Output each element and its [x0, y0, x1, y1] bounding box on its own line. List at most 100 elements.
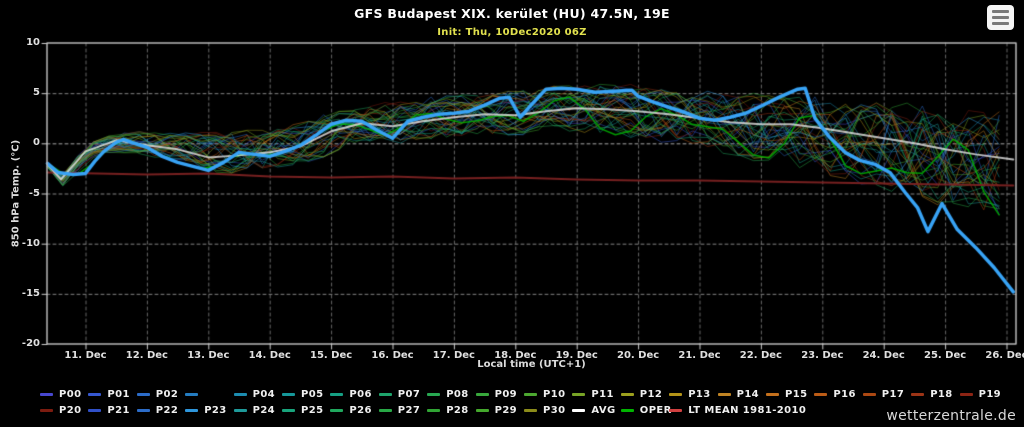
legend-label: P06 [349, 389, 372, 400]
legend-label: P07 [397, 389, 421, 400]
legend-item-p25[interactable]: P25 [282, 405, 323, 416]
legend-item-p29[interactable]: P29 [475, 405, 518, 416]
legend-item-avg[interactable]: AVG [572, 405, 615, 416]
legend-swatch [717, 393, 731, 396]
x-tick-label: 24. Dec [862, 350, 905, 361]
legend-item-p20[interactable]: P20 [40, 405, 81, 416]
legend-label: P25 [301, 405, 324, 416]
legend-swatch [282, 393, 295, 396]
legend-swatch [40, 393, 53, 396]
legend-item-p01[interactable]: P01 [88, 389, 129, 400]
legend-item-p08[interactable]: P08 [427, 389, 468, 400]
legend-item-p12[interactable]: P12 [620, 389, 662, 400]
legend-item-p06[interactable]: P06 [330, 389, 371, 400]
menu-button[interactable] [987, 5, 1014, 30]
ensemble-plot-canvas [39, 35, 1024, 352]
legend-swatch [524, 393, 537, 396]
legend-label: P29 [494, 405, 518, 416]
y-tick-label: -15 [21, 287, 40, 299]
legend-swatch [862, 393, 876, 396]
legend-swatch [911, 393, 925, 396]
legend-item-p24[interactable]: P24 [233, 405, 276, 416]
hamburger-icon [992, 10, 1009, 13]
legend-item-p02[interactable]: P02 [136, 389, 178, 400]
legend-item-p09[interactable]: P09 [475, 389, 518, 400]
legend-label: P09 [494, 389, 518, 400]
legend-swatch [475, 409, 489, 412]
legend-swatch [330, 409, 344, 412]
legend-item-p19[interactable]: P19 [959, 389, 1002, 400]
legend-item-p11[interactable]: P11 [572, 389, 613, 400]
legend-item-p27[interactable]: P27 [378, 405, 420, 416]
legend-item-p15[interactable]: P15 [766, 389, 807, 400]
legend-item-p18[interactable]: P18 [911, 389, 952, 400]
legend-item-p10[interactable]: P10 [524, 389, 565, 400]
legend-label: P00 [59, 389, 82, 400]
legend-item-p30[interactable]: P30 [524, 405, 565, 416]
legend-label: P19 [978, 389, 1002, 400]
legend-label: P28 [446, 405, 469, 416]
legend-item-p21[interactable]: P21 [88, 405, 129, 416]
watermark: wetterzentrale.de [886, 408, 1016, 424]
legend-item-p28[interactable]: P28 [427, 405, 468, 416]
legend-swatch [88, 409, 102, 412]
legend-swatch [572, 409, 586, 412]
legend-label: P20 [59, 405, 82, 416]
x-axis-title: Local time (UTC+1) [477, 359, 586, 370]
y-tick-label: 10 [26, 37, 40, 48]
legend-label: P15 [785, 389, 808, 400]
legend-item-p07[interactable]: P07 [378, 389, 421, 400]
x-tick-label: 11. Dec [64, 350, 107, 361]
x-tick-label: 17. Dec [432, 350, 475, 361]
legend-label: LT MEAN 1981-2010 [688, 405, 807, 416]
legend-item-p22[interactable]: P22 [136, 405, 178, 416]
legend-item-p13[interactable]: P13 [669, 389, 710, 400]
legend-swatch [233, 393, 247, 396]
x-tick-label: 12. Dec [125, 350, 168, 361]
legend-label: P24 [252, 405, 276, 416]
legend-item-p23[interactable]: P23 [185, 405, 226, 416]
legend-swatch [427, 409, 441, 412]
legend-item-p05[interactable]: P05 [282, 389, 323, 400]
legend-label: P13 [688, 389, 711, 400]
legend-item-p16[interactable]: P16 [814, 389, 855, 400]
legend-label: P18 [930, 389, 953, 400]
legend-label: P08 [446, 389, 469, 400]
x-tick-label: 13. Dec [187, 350, 230, 361]
x-tick-label: 22. Dec [739, 350, 782, 361]
legend-item-p14[interactable]: P14 [717, 389, 760, 400]
y-tick-label: 0 [33, 137, 40, 149]
legend-label: OPER [639, 405, 672, 416]
legend-swatch [378, 409, 392, 412]
legend-item-oper[interactable]: OPER [620, 405, 672, 416]
legend-item-p26[interactable]: P26 [330, 405, 371, 416]
legend-swatch [185, 393, 199, 396]
legend-item-p17[interactable]: P17 [862, 389, 904, 400]
x-tick-label: 19. Dec [555, 350, 598, 361]
legend-swatch [620, 393, 634, 396]
legend-label: P30 [543, 405, 566, 416]
x-tick-label: 23. Dec [801, 350, 844, 361]
legend-swatch [136, 409, 150, 412]
legend-label: P16 [833, 389, 856, 400]
x-tick-label: 20. Dec [616, 350, 660, 361]
legend-label: P21 [107, 405, 130, 416]
legend-label: P26 [349, 405, 372, 416]
legend-swatch [669, 409, 683, 412]
legend-item-lt-mean-1981-2010[interactable]: LT MEAN 1981-2010 [669, 405, 806, 416]
x-tick-label: 14. Dec [248, 350, 291, 361]
y-tick-label: -20 [21, 338, 40, 349]
page-title: GFS Budapest XIX. kerület (HU) 47.5N, 19… [354, 6, 670, 21]
x-tick-label: 25. Dec [923, 350, 967, 361]
legend-swatch [427, 393, 441, 396]
legend-swatch [40, 409, 53, 412]
legend-swatch [669, 393, 683, 396]
legend-swatch [814, 393, 828, 396]
x-tick-label: 16. Dec [371, 350, 414, 361]
legend-item-p04[interactable]: P04 [233, 389, 275, 400]
legend-label: P14 [736, 389, 760, 400]
legend-item-p03[interactable] [185, 389, 204, 400]
legend-label: P11 [591, 389, 614, 400]
x-tick-label: 21. Dec [678, 350, 721, 361]
legend-item-p00[interactable]: P00 [40, 389, 81, 400]
